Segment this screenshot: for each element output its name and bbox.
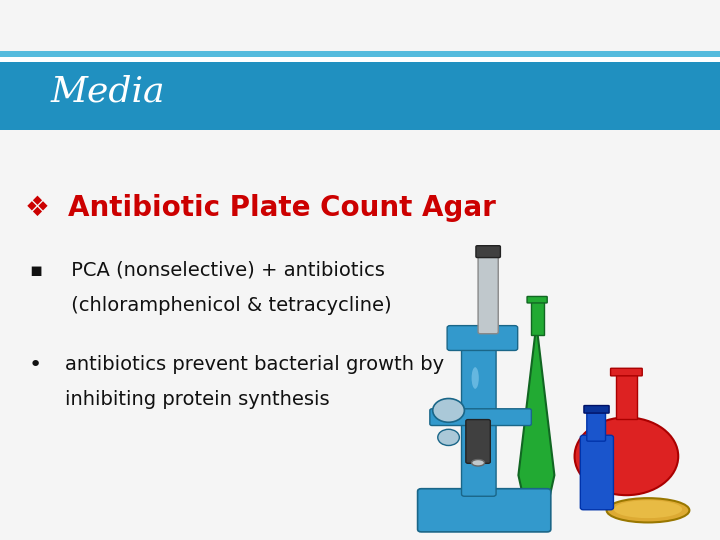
FancyBboxPatch shape (531, 300, 544, 335)
FancyBboxPatch shape (478, 252, 498, 334)
Text: inhibiting protein synthesis: inhibiting protein synthesis (65, 390, 330, 409)
Ellipse shape (606, 498, 690, 523)
Bar (0, 57, 720, 62)
FancyBboxPatch shape (447, 326, 518, 350)
FancyBboxPatch shape (430, 409, 531, 426)
Bar (0, 51, 720, 57)
Text: antibiotics prevent bacterial growth by: antibiotics prevent bacterial growth by (65, 355, 444, 374)
FancyBboxPatch shape (584, 406, 609, 413)
Ellipse shape (472, 460, 485, 466)
Text: •: • (29, 354, 42, 375)
FancyBboxPatch shape (580, 435, 613, 510)
FancyBboxPatch shape (616, 373, 637, 418)
FancyBboxPatch shape (527, 296, 547, 303)
Circle shape (438, 429, 459, 445)
FancyBboxPatch shape (466, 420, 490, 463)
Text: PCA (nonselective) + antibiotics: PCA (nonselective) + antibiotics (65, 260, 384, 280)
FancyBboxPatch shape (418, 489, 551, 532)
Text: Antibiotic Plate Count Agar: Antibiotic Plate Count Agar (68, 194, 496, 222)
Ellipse shape (472, 367, 479, 389)
Bar (0, 62, 720, 130)
FancyBboxPatch shape (462, 330, 496, 496)
Text: Media: Media (50, 75, 165, 109)
Text: (chloramphenicol & tetracycline): (chloramphenicol & tetracycline) (65, 295, 392, 315)
Text: ❖: ❖ (25, 194, 50, 222)
Circle shape (433, 399, 464, 422)
Text: ▪: ▪ (29, 260, 42, 280)
FancyBboxPatch shape (611, 368, 642, 376)
Polygon shape (518, 324, 554, 508)
FancyBboxPatch shape (476, 246, 500, 258)
FancyBboxPatch shape (587, 409, 606, 441)
Ellipse shape (613, 500, 683, 518)
Circle shape (575, 417, 678, 495)
